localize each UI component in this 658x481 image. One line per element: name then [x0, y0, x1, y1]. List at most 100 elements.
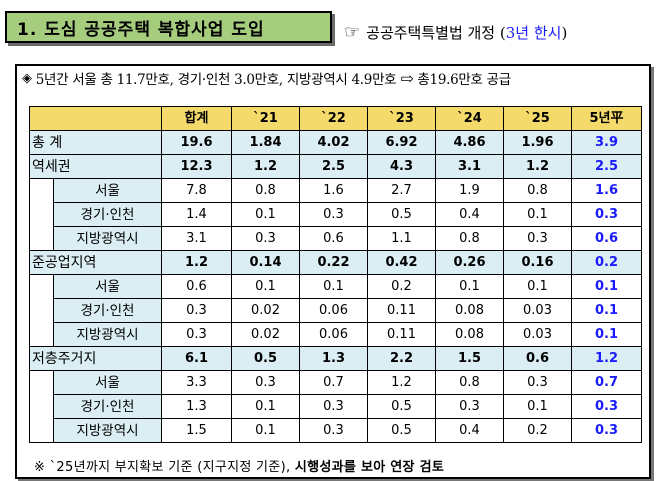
row-label: 저층주거지 — [29, 346, 162, 371]
row-label: 지방광역시 — [53, 226, 162, 251]
table-cell: 1.3 — [299, 346, 368, 371]
table-cell: 4.3 — [367, 154, 436, 179]
table-cell: 0.1 — [503, 274, 572, 299]
column-header: 5년平 — [571, 106, 642, 131]
table-row-total: 총 계 19.6 1.84 4.02 6.92 4.86 1.96 3.9 — [29, 130, 642, 155]
table-cell: 0.3 — [299, 394, 368, 419]
table-row: 지방광역시 0.3 0.02 0.06 0.11 0.08 0.03 0.1 — [29, 322, 642, 347]
average-cell: 0.7 — [571, 370, 642, 395]
table-row: 서울 3.3 0.3 0.7 1.2 0.8 0.3 0.7 — [29, 370, 642, 395]
footnote-text: ※ `25년까지 부지확보 기준 (지구지정 기준), — [34, 460, 295, 475]
table-cell: 0.3 — [231, 370, 300, 395]
indent-cell — [29, 322, 54, 347]
table-cell: 1.84 — [231, 130, 300, 155]
table-cell: 0.2 — [367, 274, 436, 299]
table-cell: 0.1 — [435, 274, 504, 299]
table-cell: 0.5 — [367, 418, 436, 443]
table-cell: 0.3 — [503, 370, 572, 395]
indent-cell — [29, 394, 54, 419]
revision-text-pre: 공공주택특별법 개정 ( — [366, 24, 506, 42]
average-cell: 0.6 — [571, 226, 642, 251]
average-cell: 0.3 — [571, 394, 642, 419]
indent-cell — [29, 418, 54, 443]
row-label: 경기·인천 — [53, 202, 162, 227]
table-cell: 1.1 — [367, 226, 436, 251]
table-row-group: 저층주거지 6.1 0.5 1.3 2.2 1.5 0.6 1.2 — [29, 346, 642, 371]
table-cell: 0.1 — [231, 202, 300, 227]
table-cell: 0.11 — [367, 322, 436, 347]
table-row: 서울 0.6 0.1 0.1 0.2 0.1 0.1 0.1 — [29, 274, 642, 299]
column-header: `24 — [435, 106, 504, 131]
table-header-row: 합계 `21 `22 `23 `24 `25 5년平 — [29, 106, 642, 131]
column-header: `21 — [231, 106, 300, 131]
table-cell: 0.1 — [503, 394, 572, 419]
table-cell: 1.2 — [231, 154, 300, 179]
row-label: 경기·인천 — [53, 298, 162, 323]
revision-note: ☞ 공공주택특별법 개정 (3년 한시) — [344, 22, 567, 43]
table-cell: 1.6 — [299, 178, 368, 203]
table-cell: 1.3 — [161, 394, 232, 419]
diamond-icon: ◈ — [22, 70, 32, 86]
table-cell: 0.1 — [299, 274, 368, 299]
table-cell: 0.02 — [231, 322, 300, 347]
table-row: 지방광역시 3.1 0.3 0.6 1.1 0.8 0.3 0.6 — [29, 226, 642, 251]
table-cell: 0.5 — [367, 394, 436, 419]
table-cell: 12.3 — [161, 154, 232, 179]
indent-cell — [29, 274, 54, 299]
column-header: `25 — [503, 106, 572, 131]
table-cell: 3.3 — [161, 370, 232, 395]
table-cell: 0.26 — [435, 250, 504, 275]
row-label: 지방광역시 — [53, 322, 162, 347]
average-cell: 1.2 — [571, 346, 642, 371]
table-cell: 2.7 — [367, 178, 436, 203]
table-row-group: 준공업지역 1.2 0.14 0.22 0.42 0.26 0.16 0.2 — [29, 250, 642, 275]
average-cell: 0.3 — [571, 202, 642, 227]
average-cell: 3.9 — [571, 130, 642, 155]
supply-table: 합계 `21 `22 `23 `24 `25 5년平 총 계 19.6 1.84… — [29, 106, 642, 443]
row-label: 역세권 — [29, 154, 162, 179]
table-cell: 0.06 — [299, 298, 368, 323]
table-cell: 1.5 — [161, 418, 232, 443]
table-cell: 0.6 — [503, 346, 572, 371]
table-row: 서울 7.8 0.8 1.6 2.7 1.9 0.8 1.6 — [29, 178, 642, 203]
summary-main-text: 5년간 서울 총 11.7만호, 경기·인천 3.0만호, 지방광역시 4.9만… — [35, 72, 397, 88]
average-cell: 0.3 — [571, 418, 642, 443]
row-label: 서울 — [53, 274, 162, 299]
table-cell: 0.3 — [299, 202, 368, 227]
indent-cell — [29, 226, 54, 251]
table-cell: 3.1 — [435, 154, 504, 179]
table-cell: 0.5 — [367, 202, 436, 227]
table-cell: 0.5 — [231, 346, 300, 371]
table-cell: 0.11 — [367, 298, 436, 323]
table-cell: 0.06 — [299, 322, 368, 347]
summary-result-text: 총19.6만호 공급 — [417, 72, 511, 88]
table-row: 경기·인천 0.3 0.02 0.06 0.11 0.08 0.03 0.1 — [29, 298, 642, 323]
table-cell: 0.8 — [231, 178, 300, 203]
column-header: `23 — [367, 106, 436, 131]
table-row: 지방광역시 1.5 0.1 0.3 0.5 0.4 0.2 0.3 — [29, 418, 642, 443]
average-cell: 1.6 — [571, 178, 642, 203]
table-cell: 0.4 — [435, 418, 504, 443]
table-cell: 2.5 — [299, 154, 368, 179]
table-cell: 1.9 — [435, 178, 504, 203]
table-row: 경기·인천 1.3 0.1 0.3 0.5 0.3 0.1 0.3 — [29, 394, 642, 419]
table-cell: 0.03 — [503, 322, 572, 347]
table-cell: 2.2 — [367, 346, 436, 371]
average-cell: 2.5 — [571, 154, 642, 179]
table-cell: 0.1 — [231, 394, 300, 419]
table-cell: 0.7 — [299, 370, 368, 395]
table-cell: 0.02 — [231, 298, 300, 323]
table-cell: 0.8 — [435, 226, 504, 251]
table-cell: 0.3 — [161, 322, 232, 347]
revision-text-blue: 3년 한시 — [505, 24, 562, 42]
revision-text-post: ) — [561, 23, 568, 42]
average-cell: 0.1 — [571, 274, 642, 299]
indent-cell — [29, 298, 54, 323]
column-header: 합계 — [161, 106, 232, 131]
table-row-group: 역세권 12.3 1.2 2.5 4.3 3.1 1.2 2.5 — [29, 154, 642, 179]
table-cell: 0.8 — [435, 370, 504, 395]
table-cell: 0.8 — [503, 178, 572, 203]
table-cell: 3.1 — [161, 226, 232, 251]
table-cell: 0.08 — [435, 298, 504, 323]
indent-cell — [29, 178, 54, 203]
